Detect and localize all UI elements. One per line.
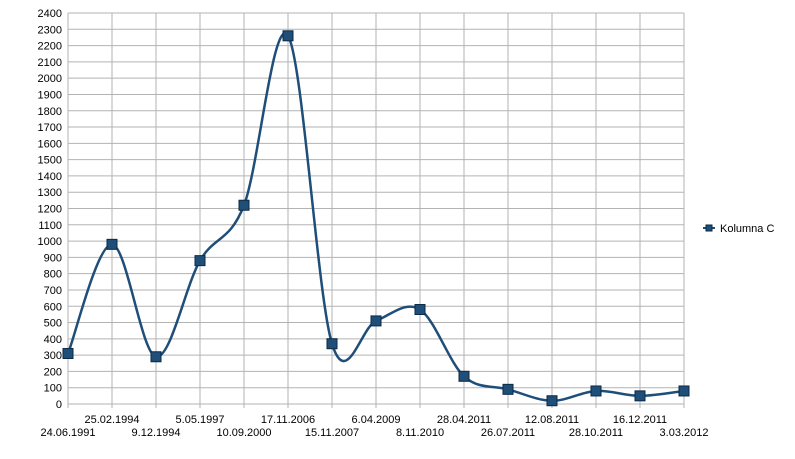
data-point-marker xyxy=(282,30,294,42)
y-tick-label: 2100 xyxy=(38,57,62,69)
y-tick-label: 2200 xyxy=(38,41,62,53)
y-tick-label: 600 xyxy=(44,301,62,313)
x-tick-label: 6.04.2009 xyxy=(352,414,401,426)
y-tick-label: 900 xyxy=(44,252,62,264)
x-tick-label: 3.03.2012 xyxy=(660,427,709,439)
legend-marker-swatch xyxy=(705,224,713,232)
data-point-marker xyxy=(546,395,558,407)
data-point-marker xyxy=(194,255,206,267)
x-tick-label: 12.08.2011 xyxy=(525,414,579,426)
y-tick-label: 1200 xyxy=(38,204,62,216)
y-tick-label: 2400 xyxy=(38,8,62,20)
x-tick-label: 5.05.1997 xyxy=(176,414,225,426)
x-tick-label: 26.07.2011 xyxy=(481,427,535,439)
y-tick-label: 1900 xyxy=(38,89,62,101)
y-tick-label: 1400 xyxy=(38,171,62,183)
y-tick-label: 1800 xyxy=(38,106,62,118)
y-tick-label: 2300 xyxy=(38,24,62,36)
data-point-marker xyxy=(150,351,162,363)
y-tick-label: 700 xyxy=(44,285,62,297)
y-tick-label: 1000 xyxy=(38,236,62,248)
y-tick-label: 300 xyxy=(44,350,62,362)
x-tick-label: 15.11.2007 xyxy=(305,427,359,439)
data-point-marker xyxy=(326,338,338,350)
y-tick-label: 500 xyxy=(44,318,62,330)
data-point-marker xyxy=(458,370,470,382)
data-point-marker xyxy=(370,315,382,327)
data-point-marker xyxy=(590,385,602,397)
x-tick-label: 28.10.2011 xyxy=(569,427,623,439)
y-tick-label: 400 xyxy=(44,334,62,346)
y-tick-label: 1700 xyxy=(38,122,62,134)
legend-label: Kolumna C xyxy=(720,223,774,235)
y-tick-label: 1300 xyxy=(38,187,62,199)
y-tick-label: 0 xyxy=(56,399,62,411)
data-point-marker xyxy=(502,383,514,395)
x-tick-label: 25.02.1994 xyxy=(84,414,139,426)
y-tick-label: 1600 xyxy=(38,138,62,150)
y-tick-label: 100 xyxy=(44,383,62,395)
x-tick-label: 16.12.2011 xyxy=(613,414,667,426)
data-point-marker xyxy=(238,199,250,211)
data-point-marker xyxy=(678,385,690,397)
y-tick-label: 1100 xyxy=(38,220,62,232)
y-tick-label: 800 xyxy=(44,269,62,281)
x-tick-label: 9.12.1994 xyxy=(132,427,181,439)
y-tick-label: 2000 xyxy=(38,73,62,85)
data-point-marker xyxy=(106,238,118,250)
data-point-marker xyxy=(62,347,74,359)
y-tick-label: 200 xyxy=(44,366,62,378)
x-tick-label: 10.09.2000 xyxy=(216,427,271,439)
data-point-marker xyxy=(414,304,426,316)
x-tick-label: 24.06.1991 xyxy=(40,427,95,439)
x-tick-label: 17.11.2006 xyxy=(261,414,315,426)
x-tick-label: 8.11.2010 xyxy=(396,427,444,439)
data-point-marker xyxy=(634,390,646,402)
x-tick-label: 28.04.2011 xyxy=(437,414,491,426)
y-tick-label: 1500 xyxy=(38,155,62,167)
